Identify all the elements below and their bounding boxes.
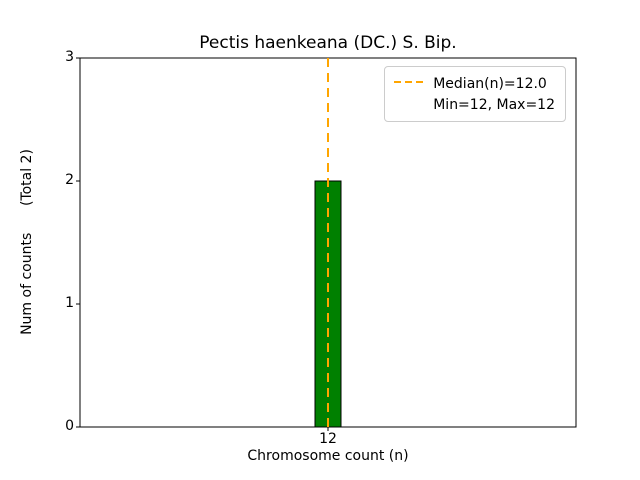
x-tick-label: 12 bbox=[319, 431, 337, 447]
legend-label-minmax: Min=12, Max=12 bbox=[433, 96, 555, 113]
legend: Median(n)=12.0 Min=12, Max=12 bbox=[384, 66, 566, 122]
median-dashed-line-icon bbox=[393, 75, 425, 93]
legend-entry-median: Median(n)=12.0 bbox=[393, 73, 555, 94]
y-tick-label: 1 bbox=[65, 295, 74, 311]
y-tick-label: 3 bbox=[65, 49, 74, 65]
y-tick-label: 0 bbox=[65, 418, 74, 434]
x-axis-label: Chromosome count (n) bbox=[247, 448, 409, 464]
chart-title: Pectis haenkeana (DC.) S. Bip. bbox=[199, 33, 457, 53]
legend-entry-minmax: Min=12, Max=12 bbox=[393, 94, 555, 115]
y-tick-label: 2 bbox=[65, 172, 74, 188]
legend-label-median: Median(n)=12.0 bbox=[433, 75, 547, 92]
y-axis-label: Num of counts (Total 2) bbox=[19, 149, 35, 335]
